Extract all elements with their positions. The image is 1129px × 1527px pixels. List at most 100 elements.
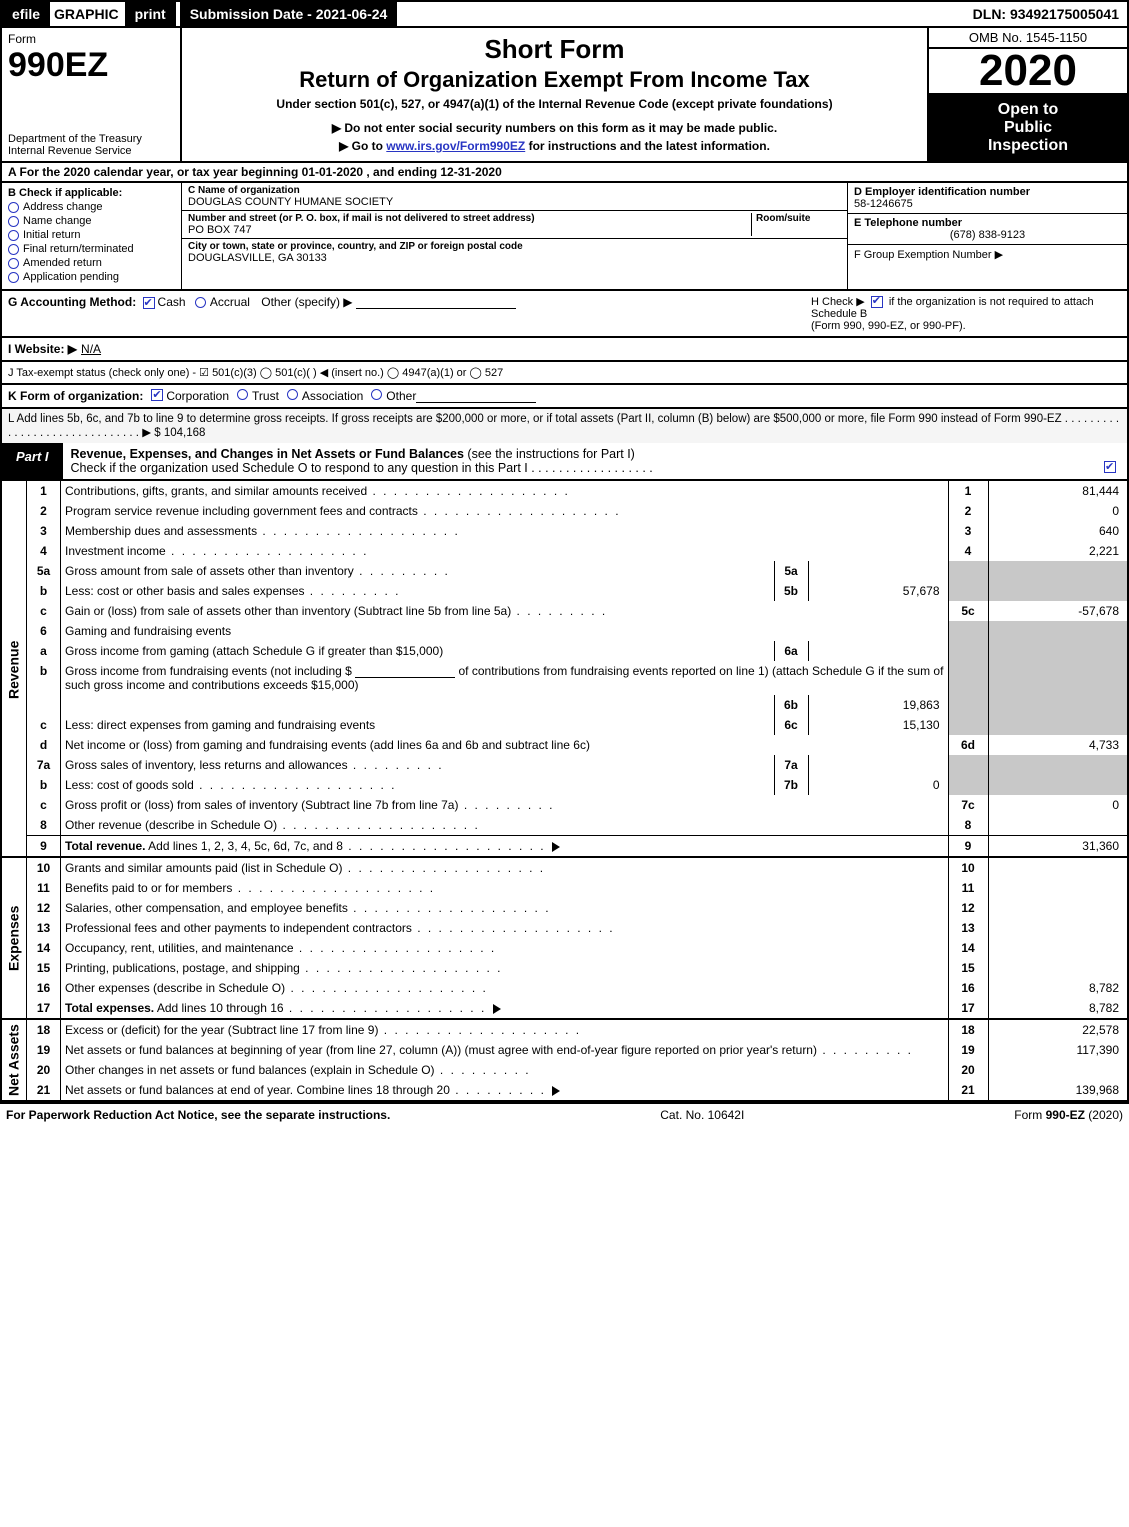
part1-schedule-o-check[interactable]	[1104, 461, 1116, 473]
line13-desc: Professional fees and other payments to …	[65, 921, 615, 935]
line9-bold: Total revenue.	[65, 839, 145, 853]
line6b-sub: 6b	[774, 695, 808, 715]
line17-amt: 8,782	[988, 998, 1128, 1019]
line6-col	[948, 621, 988, 641]
chk-other-org[interactable]	[371, 389, 382, 400]
line5b-col	[948, 581, 988, 601]
line15-amt	[988, 958, 1128, 978]
block-bcdef: B Check if applicable: Address change Na…	[0, 183, 1129, 291]
line10-num: 10	[27, 857, 61, 878]
lbl-address-change: Address change	[23, 201, 103, 213]
line4-col: 4	[948, 541, 988, 561]
line5b-subamt: 57,678	[808, 581, 948, 601]
line14-col: 14	[948, 938, 988, 958]
print-button[interactable]: print	[125, 2, 176, 26]
tax-year: 2020	[929, 49, 1127, 95]
line7a-amt	[988, 755, 1128, 775]
line12-num: 12	[27, 898, 61, 918]
lbl-amended: Amended return	[23, 257, 102, 269]
line6a-subamt	[808, 641, 948, 661]
chk-cash[interactable]	[143, 297, 155, 309]
chk-initial-return[interactable]	[8, 230, 19, 241]
form-header: Form 990EZ Department of the Treasury In…	[0, 28, 1129, 163]
g-label: G Accounting Method:	[8, 295, 136, 309]
line14-num: 14	[27, 938, 61, 958]
open-line3: Inspection	[933, 137, 1123, 155]
chk-accrual[interactable]	[195, 297, 206, 308]
irs-link[interactable]: www.irs.gov/Form990EZ	[386, 139, 525, 153]
line3-col: 3	[948, 521, 988, 541]
line3-amt: 640	[988, 521, 1128, 541]
line1-amt: 81,444	[988, 481, 1128, 501]
line6a-num: a	[27, 641, 61, 661]
chk-app-pending[interactable]	[8, 272, 19, 283]
website-value: N/A	[81, 342, 101, 356]
chk-assoc[interactable]	[287, 389, 298, 400]
line8-col: 8	[948, 815, 988, 836]
chk-name-change[interactable]	[8, 216, 19, 227]
lbl-other-method: Other (specify) ▶	[261, 295, 352, 309]
phone: (678) 838-9123	[854, 229, 1121, 241]
dln-label: DLN: 93492175005041	[965, 2, 1127, 26]
line9-col: 9	[948, 836, 988, 858]
line6d-desc: Net income or (loss) from gaming and fun…	[61, 735, 949, 755]
row-l: L Add lines 5b, 6c, and 7b to line 9 to …	[0, 409, 1129, 443]
other-org-field[interactable]	[416, 389, 536, 403]
line6-amt	[988, 621, 1128, 641]
line20-col: 20	[948, 1060, 988, 1080]
c-city-label: City or town, state or province, country…	[188, 241, 841, 252]
dept-line2: Internal Revenue Service	[8, 145, 174, 157]
line5b-sub: 5b	[774, 581, 808, 601]
arrow-icon	[552, 1086, 560, 1096]
line8-num: 8	[27, 815, 61, 836]
bar-a: A For the 2020 calendar year, or tax yea…	[0, 163, 1129, 183]
dept-line1: Department of the Treasury	[8, 133, 174, 145]
chk-trust[interactable]	[237, 389, 248, 400]
chk-address-change[interactable]	[8, 202, 19, 213]
h-line2: (Form 990, 990-EZ, or 990-PF).	[811, 320, 966, 332]
line2-num: 2	[27, 501, 61, 521]
line7c-desc: Gross profit or (loss) from sales of inv…	[65, 798, 555, 812]
line7c-amt: 0	[988, 795, 1128, 815]
line4-amt: 2,221	[988, 541, 1128, 561]
chk-amended[interactable]	[8, 258, 19, 269]
form-word: Form	[8, 32, 174, 46]
lbl-initial-return: Initial return	[23, 229, 80, 241]
line15-col: 15	[948, 958, 988, 978]
lbl-name-change: Name change	[23, 215, 92, 227]
line16-num: 16	[27, 978, 61, 998]
efile-button[interactable]: efile	[2, 2, 50, 26]
other-method-field[interactable]	[356, 308, 516, 309]
line8-amt	[988, 815, 1128, 836]
box-b: B Check if applicable: Address change Na…	[2, 183, 182, 289]
lbl-corp: Corporation	[166, 389, 229, 403]
part1-header: Part I Revenue, Expenses, and Changes in…	[0, 443, 1129, 481]
line20-desc: Other changes in net assets or fund bala…	[65, 1063, 531, 1077]
line6b-amt-grey	[988, 661, 1128, 695]
part1-title-rest: (see the instructions for Part I)	[467, 447, 634, 461]
lbl-accrual: Accrual	[210, 295, 250, 309]
expenses-label: Expenses	[1, 857, 27, 1019]
line18-amt: 22,578	[988, 1019, 1128, 1040]
line1-col: 1	[948, 481, 988, 501]
line6b-col-grey	[948, 661, 988, 695]
line6b-blank[interactable]	[355, 677, 455, 678]
lines-table: Revenue 1 Contributions, gifts, grants, …	[0, 481, 1129, 1102]
part1-title-bold: Revenue, Expenses, and Changes in Net As…	[71, 447, 464, 461]
open-line1: Open to	[933, 101, 1123, 119]
part1-tag: Part I	[2, 443, 63, 479]
line13-col: 13	[948, 918, 988, 938]
lbl-final-return: Final return/terminated	[23, 243, 134, 255]
line7b-sub: 7b	[774, 775, 808, 795]
chk-final-return[interactable]	[8, 244, 19, 255]
header-left: Form 990EZ Department of the Treasury In…	[2, 28, 182, 161]
line2-amt: 0	[988, 501, 1128, 521]
chk-h[interactable]	[871, 296, 883, 308]
line7b-col	[948, 775, 988, 795]
line6b-desc1: Gross income from fundraising events (no…	[61, 661, 949, 695]
i-label: I Website: ▶	[8, 342, 77, 356]
chk-corp[interactable]	[151, 389, 163, 401]
line18-desc: Excess or (deficit) for the year (Subtra…	[65, 1023, 581, 1037]
line6a-col	[948, 641, 988, 661]
revenue-label: Revenue	[1, 481, 27, 857]
